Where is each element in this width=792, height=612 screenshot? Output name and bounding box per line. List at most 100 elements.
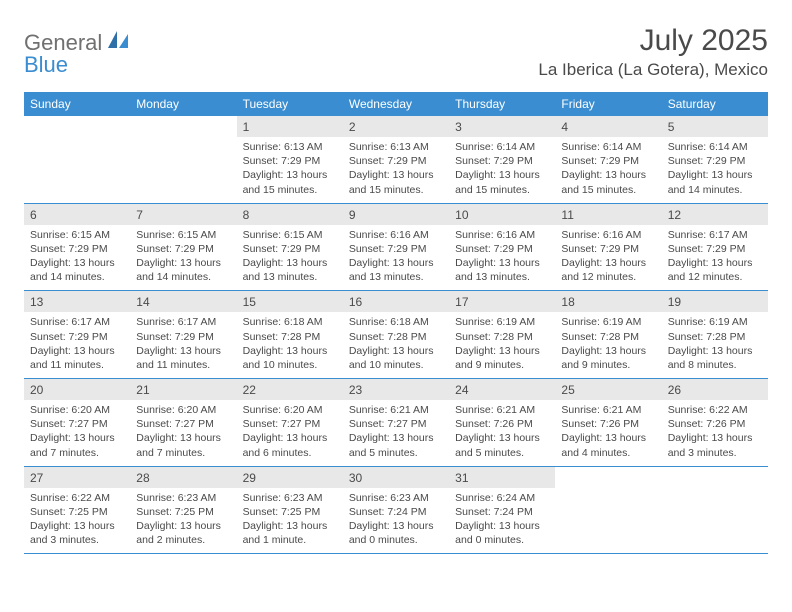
- sunset-text: Sunset: 7:29 PM: [455, 242, 549, 256]
- day-cell: [662, 467, 768, 554]
- brand-part2-wrap: Blue: [24, 52, 68, 78]
- header: General July 2025 La Iberica (La Gotera)…: [24, 24, 768, 80]
- sunset-text: Sunset: 7:29 PM: [243, 154, 337, 168]
- day-number: 8: [237, 204, 343, 225]
- calendar-week: 1Sunrise: 6:13 AMSunset: 7:29 PMDaylight…: [24, 116, 768, 204]
- day-data: Sunrise: 6:13 AMSunset: 7:29 PMDaylight:…: [237, 137, 343, 203]
- day-data: Sunrise: 6:23 AMSunset: 7:25 PMDaylight:…: [130, 488, 236, 554]
- sunset-text: Sunset: 7:28 PM: [349, 330, 443, 344]
- daylight-text: Daylight: 13 hours and 14 minutes.: [136, 256, 230, 284]
- sunset-text: Sunset: 7:27 PM: [136, 417, 230, 431]
- sunrise-text: Sunrise: 6:19 AM: [668, 315, 762, 329]
- sail-icon: [108, 31, 130, 54]
- sunset-text: Sunset: 7:29 PM: [30, 242, 124, 256]
- sunset-text: Sunset: 7:25 PM: [243, 505, 337, 519]
- sunset-text: Sunset: 7:29 PM: [668, 242, 762, 256]
- sunrise-text: Sunrise: 6:19 AM: [455, 315, 549, 329]
- day-number: 23: [343, 379, 449, 400]
- day-cell: 27Sunrise: 6:22 AMSunset: 7:25 PMDayligh…: [24, 467, 130, 554]
- day-data: Sunrise: 6:19 AMSunset: 7:28 PMDaylight:…: [555, 312, 661, 378]
- daylight-text: Daylight: 13 hours and 6 minutes.: [243, 431, 337, 459]
- daylight-text: Daylight: 13 hours and 0 minutes.: [455, 519, 549, 547]
- sunrise-text: Sunrise: 6:13 AM: [349, 140, 443, 154]
- daylight-text: Daylight: 13 hours and 13 minutes.: [349, 256, 443, 284]
- day-cell: 5Sunrise: 6:14 AMSunset: 7:29 PMDaylight…: [662, 116, 768, 203]
- sunrise-text: Sunrise: 6:23 AM: [243, 491, 337, 505]
- day-cell: 28Sunrise: 6:23 AMSunset: 7:25 PMDayligh…: [130, 467, 236, 554]
- sunset-text: Sunset: 7:29 PM: [349, 242, 443, 256]
- day-data: Sunrise: 6:15 AMSunset: 7:29 PMDaylight:…: [24, 225, 130, 291]
- day-data: Sunrise: 6:14 AMSunset: 7:29 PMDaylight:…: [555, 137, 661, 203]
- sunrise-text: Sunrise: 6:15 AM: [136, 228, 230, 242]
- day-number: 25: [555, 379, 661, 400]
- day-data: Sunrise: 6:24 AMSunset: 7:24 PMDaylight:…: [449, 488, 555, 554]
- weekday-thu: Thursday: [449, 92, 555, 116]
- daylight-text: Daylight: 13 hours and 9 minutes.: [455, 344, 549, 372]
- day-data: Sunrise: 6:23 AMSunset: 7:25 PMDaylight:…: [237, 488, 343, 554]
- sunset-text: Sunset: 7:26 PM: [668, 417, 762, 431]
- weekday-tue: Tuesday: [237, 92, 343, 116]
- day-cell: [24, 116, 130, 203]
- sunrise-text: Sunrise: 6:21 AM: [561, 403, 655, 417]
- sunrise-text: Sunrise: 6:15 AM: [30, 228, 124, 242]
- day-number: 28: [130, 467, 236, 488]
- day-number: 3: [449, 116, 555, 137]
- day-cell: 7Sunrise: 6:15 AMSunset: 7:29 PMDaylight…: [130, 204, 236, 291]
- location-label: La Iberica (La Gotera), Mexico: [538, 60, 768, 80]
- weekday-sat: Saturday: [662, 92, 768, 116]
- day-cell: 15Sunrise: 6:18 AMSunset: 7:28 PMDayligh…: [237, 291, 343, 378]
- day-cell: [555, 467, 661, 554]
- sunrise-text: Sunrise: 6:20 AM: [243, 403, 337, 417]
- day-number: 19: [662, 291, 768, 312]
- sunrise-text: Sunrise: 6:18 AM: [349, 315, 443, 329]
- day-number: 21: [130, 379, 236, 400]
- title-block: July 2025 La Iberica (La Gotera), Mexico: [538, 24, 768, 80]
- day-number: 6: [24, 204, 130, 225]
- sunrise-text: Sunrise: 6:18 AM: [243, 315, 337, 329]
- day-cell: 31Sunrise: 6:24 AMSunset: 7:24 PMDayligh…: [449, 467, 555, 554]
- day-cell: 25Sunrise: 6:21 AMSunset: 7:26 PMDayligh…: [555, 379, 661, 466]
- sunrise-text: Sunrise: 6:19 AM: [561, 315, 655, 329]
- sunrise-text: Sunrise: 6:17 AM: [30, 315, 124, 329]
- daylight-text: Daylight: 13 hours and 11 minutes.: [136, 344, 230, 372]
- day-cell: 1Sunrise: 6:13 AMSunset: 7:29 PMDaylight…: [237, 116, 343, 203]
- weekday-fri: Friday: [555, 92, 661, 116]
- daylight-text: Daylight: 13 hours and 13 minutes.: [243, 256, 337, 284]
- day-data: Sunrise: 6:16 AMSunset: 7:29 PMDaylight:…: [343, 225, 449, 291]
- daylight-text: Daylight: 13 hours and 14 minutes.: [30, 256, 124, 284]
- day-number: 16: [343, 291, 449, 312]
- daylight-text: Daylight: 13 hours and 3 minutes.: [30, 519, 124, 547]
- sunset-text: Sunset: 7:25 PM: [30, 505, 124, 519]
- day-cell: 18Sunrise: 6:19 AMSunset: 7:28 PMDayligh…: [555, 291, 661, 378]
- daylight-text: Daylight: 13 hours and 15 minutes.: [243, 168, 337, 196]
- day-data: Sunrise: 6:17 AMSunset: 7:29 PMDaylight:…: [662, 225, 768, 291]
- day-cell: 24Sunrise: 6:21 AMSunset: 7:26 PMDayligh…: [449, 379, 555, 466]
- day-data: Sunrise: 6:21 AMSunset: 7:27 PMDaylight:…: [343, 400, 449, 466]
- daylight-text: Daylight: 13 hours and 12 minutes.: [668, 256, 762, 284]
- day-cell: 9Sunrise: 6:16 AMSunset: 7:29 PMDaylight…: [343, 204, 449, 291]
- sunrise-text: Sunrise: 6:23 AM: [136, 491, 230, 505]
- sunset-text: Sunset: 7:27 PM: [30, 417, 124, 431]
- daylight-text: Daylight: 13 hours and 13 minutes.: [455, 256, 549, 284]
- weekday-mon: Monday: [130, 92, 236, 116]
- day-cell: [130, 116, 236, 203]
- day-cell: 6Sunrise: 6:15 AMSunset: 7:29 PMDaylight…: [24, 204, 130, 291]
- day-data: Sunrise: 6:22 AMSunset: 7:25 PMDaylight:…: [24, 488, 130, 554]
- day-cell: 23Sunrise: 6:21 AMSunset: 7:27 PMDayligh…: [343, 379, 449, 466]
- day-cell: 10Sunrise: 6:16 AMSunset: 7:29 PMDayligh…: [449, 204, 555, 291]
- sunrise-text: Sunrise: 6:14 AM: [668, 140, 762, 154]
- sunrise-text: Sunrise: 6:21 AM: [349, 403, 443, 417]
- daylight-text: Daylight: 13 hours and 3 minutes.: [668, 431, 762, 459]
- day-cell: 3Sunrise: 6:14 AMSunset: 7:29 PMDaylight…: [449, 116, 555, 203]
- sunset-text: Sunset: 7:26 PM: [561, 417, 655, 431]
- daylight-text: Daylight: 13 hours and 5 minutes.: [455, 431, 549, 459]
- sunset-text: Sunset: 7:24 PM: [455, 505, 549, 519]
- daylight-text: Daylight: 13 hours and 9 minutes.: [561, 344, 655, 372]
- day-number: 17: [449, 291, 555, 312]
- day-cell: 21Sunrise: 6:20 AMSunset: 7:27 PMDayligh…: [130, 379, 236, 466]
- sunset-text: Sunset: 7:29 PM: [30, 330, 124, 344]
- sunrise-text: Sunrise: 6:20 AM: [30, 403, 124, 417]
- day-cell: 12Sunrise: 6:17 AMSunset: 7:29 PMDayligh…: [662, 204, 768, 291]
- sunset-text: Sunset: 7:28 PM: [668, 330, 762, 344]
- sunrise-text: Sunrise: 6:14 AM: [561, 140, 655, 154]
